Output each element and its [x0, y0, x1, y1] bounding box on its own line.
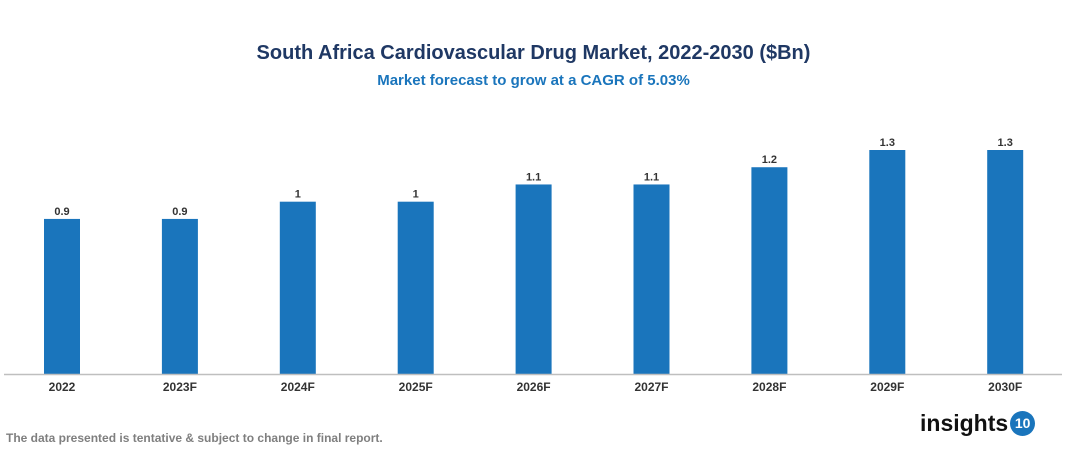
logo-badge: 10	[1010, 411, 1036, 436]
data-label: 1.1	[526, 171, 541, 183]
x-tick-label: 2025F	[399, 380, 433, 394]
bar-2030F	[987, 150, 1024, 374]
data-label: 1	[295, 189, 301, 201]
data-label: 1	[413, 189, 419, 201]
chart-title: South Africa Cardiovascular Drug Market,…	[256, 42, 811, 64]
data-label: 1.1	[644, 171, 659, 183]
data-label: 1.3	[880, 137, 895, 149]
footnote: The data presented is tentative & subjec…	[6, 431, 383, 445]
bar-2022	[44, 218, 80, 374]
x-tick-label: 2028F	[752, 380, 786, 394]
x-tick-label: 2030F	[988, 380, 1022, 394]
bar-2023F	[161, 218, 198, 374]
insights10-logo: insights 10	[920, 410, 1036, 437]
x-tick-label: 2022	[49, 380, 76, 394]
x-tick-label: 2027F	[634, 380, 668, 394]
chart-subtitle: Market forecast to grow at a CAGR of 5.0…	[377, 72, 690, 89]
x-tick-label: 2029F	[870, 380, 904, 394]
data-label: 0.9	[172, 206, 187, 218]
data-label: 0.9	[54, 206, 69, 218]
x-tick-label: 2026F	[517, 380, 551, 394]
bar-2025F	[397, 201, 434, 374]
data-label: 1.3	[998, 137, 1013, 149]
bar-2026F	[515, 184, 552, 374]
x-tick-label: 2024F	[281, 380, 315, 394]
data-label: 1.2	[762, 154, 777, 166]
bar-2028F	[751, 167, 788, 374]
x-tick-label: 2023F	[163, 380, 197, 394]
logo-text: insights	[920, 410, 1009, 436]
bar-2029F	[869, 150, 906, 374]
bar-2024F	[279, 201, 316, 374]
bar-2027F	[633, 184, 670, 374]
